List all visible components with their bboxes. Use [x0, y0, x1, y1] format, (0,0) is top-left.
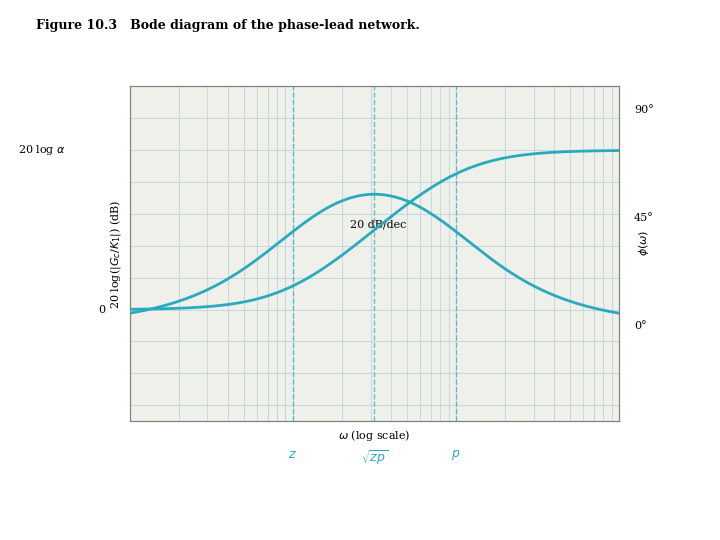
Text: All rights reserved.: All rights reserved. — [631, 531, 713, 539]
Text: Copyright © 2009 by Pearson Education, Inc.: Copyright © 2009 by Pearson Education, I… — [521, 503, 713, 511]
Text: $\sqrt{zp}$: $\sqrt{zp}$ — [361, 448, 388, 467]
Text: $\phi(\omega)$: $\phi(\omega)$ — [637, 230, 652, 256]
Text: 0°: 0° — [634, 321, 647, 330]
Text: Modern Control Systems, Eleventh Edition: Modern Control Systems, Eleventh Edition — [115, 512, 311, 521]
Text: 20 log $\alpha$: 20 log $\alpha$ — [18, 143, 66, 157]
Text: Richard C. Dorf and Robert H. Bishop: Richard C. Dorf and Robert H. Bishop — [115, 529, 289, 538]
X-axis label: $\omega$ (log scale): $\omega$ (log scale) — [338, 428, 410, 443]
Text: 20 dB/dec: 20 dB/dec — [350, 220, 406, 230]
Text: 0: 0 — [98, 305, 105, 315]
Text: Upper Saddle River, New Jersey 07458: Upper Saddle River, New Jersey 07458 — [547, 517, 713, 525]
Text: $z$: $z$ — [289, 448, 297, 461]
Y-axis label: 20 log($|G_c/K_1|$) (dB): 20 log($|G_c/K_1|$) (dB) — [108, 199, 122, 308]
Text: 45°: 45° — [634, 213, 654, 223]
Text: PEARSON: PEARSON — [17, 514, 69, 523]
Text: Figure 10.3   Bode diagram of the phase-lead network.: Figure 10.3 Bode diagram of the phase-le… — [36, 19, 420, 32]
Text: $p$: $p$ — [451, 448, 461, 462]
Text: 90°: 90° — [634, 105, 654, 116]
